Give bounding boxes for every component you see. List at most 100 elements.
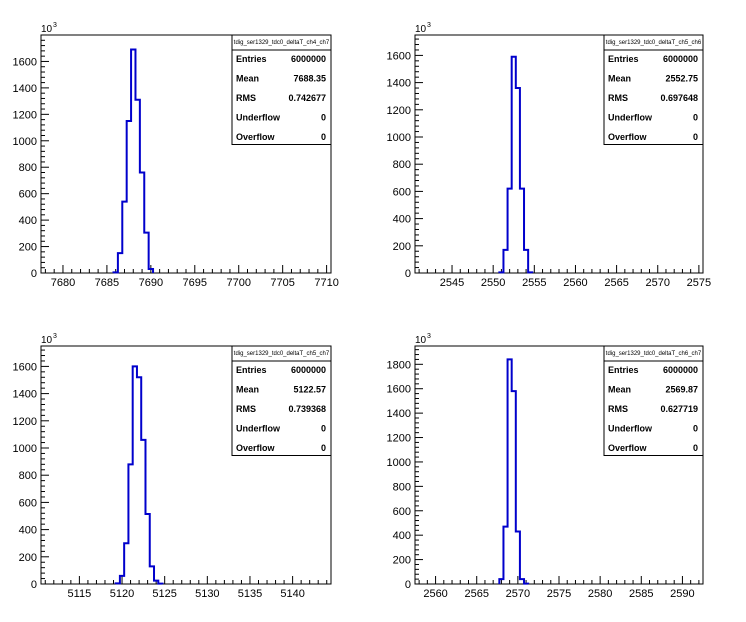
stats-box-title: tdig_ser1329_tdc0_deltaT_ch6_ch7 — [606, 351, 702, 357]
x-tick-label: 7710 — [314, 277, 338, 289]
histogram-bin — [137, 377, 141, 584]
y-axis-multiplier: 10 — [415, 335, 427, 346]
stats-box — [603, 34, 704, 145]
x-tick-label: 2560 — [563, 277, 587, 289]
stats-label: Underflow — [236, 424, 281, 434]
histogram-bin — [141, 440, 145, 584]
y-tick-label: 1400 — [13, 389, 37, 401]
y-tick-label: 1400 — [387, 408, 411, 420]
y-tick-label: 1600 — [387, 50, 411, 62]
x-tick-label: 2565 — [464, 588, 488, 600]
y-axis-multiplier: 10 — [41, 24, 53, 35]
y-tick-label: 1200 — [387, 433, 411, 445]
plot-frame — [40, 345, 332, 585]
histogram-bin — [135, 100, 139, 273]
stats-value: 7688.35 — [293, 74, 326, 84]
histogram-bin — [508, 359, 512, 584]
y-tick-label: 1800 — [387, 359, 411, 371]
x-tick-label: 2545 — [440, 277, 464, 289]
stats-value: 0 — [693, 424, 698, 434]
stats-label: Overflow — [236, 132, 276, 142]
y-tick-label: 600 — [19, 497, 37, 509]
y-tick-label: 1000 — [387, 457, 411, 469]
x-tick-label: 2560 — [423, 588, 447, 600]
x-tick-label: 7695 — [183, 277, 207, 289]
histogram-outline — [112, 48, 155, 274]
histogram-bin — [516, 88, 520, 273]
stats-value: 6000000 — [291, 365, 326, 375]
stats-value: 0.697648 — [660, 93, 698, 103]
y-tick-label: 1200 — [387, 105, 411, 117]
y-tick-label: 1000 — [13, 136, 37, 148]
y-tick-label: 1200 — [13, 416, 37, 428]
y-tick-label: 800 — [19, 162, 37, 174]
histogram-bin — [122, 202, 126, 273]
y-tick-label: 600 — [393, 186, 411, 198]
x-tick-label: 2590 — [670, 588, 694, 600]
stats-value: 0 — [321, 132, 326, 142]
stats-label: Underflow — [608, 424, 653, 434]
stats-box-title: tdig_ser1329_tdc0_deltaT_ch5_ch7 — [234, 351, 330, 357]
histogram-bin — [116, 583, 120, 584]
histogram-outline — [114, 365, 164, 585]
y-tick-label: 0 — [31, 579, 37, 591]
x-tick-label: 2575 — [547, 588, 571, 600]
stats-box-title: tdig_ser1329_tdc0_deltaT_ch4_ch7 — [234, 40, 330, 46]
stats-label: Overflow — [236, 443, 276, 453]
y-tick-label: 1200 — [13, 109, 37, 121]
stats-value: 0.739368 — [288, 404, 326, 414]
histogram-bin — [512, 57, 516, 273]
x-tick-label: 2575 — [687, 277, 711, 289]
stats-value: 0 — [693, 113, 698, 123]
y-tick-label: 400 — [393, 214, 411, 226]
y-axis-multiplier: 10 — [415, 24, 427, 35]
x-tick-label: 5130 — [195, 588, 219, 600]
stats-value: 5122.57 — [293, 385, 326, 395]
y-tick-label: 800 — [393, 159, 411, 171]
stats-label: RMS — [236, 93, 256, 103]
y-axis-multiplier-exponent: 3 — [53, 22, 57, 29]
histogram-panel-2: 2545 2550 2555 2560 2565 2570 2575 0 200 400 600 80… — [387, 22, 712, 289]
stats-label: Overflow — [608, 132, 648, 142]
histogram-panel-3: 5115 5120 5125 5130 5135 51400200400600800100… — [13, 333, 332, 600]
x-tick-label: 5120 — [110, 588, 134, 600]
stats-value: 0.742677 — [288, 93, 326, 103]
stats-value: 6000000 — [663, 365, 698, 375]
stats-label: Overflow — [608, 443, 648, 453]
y-tick-label: 0 — [405, 579, 411, 591]
y-tick-label: 200 — [19, 242, 37, 254]
stats-value: 0 — [321, 113, 326, 123]
y-tick-label: 1600 — [13, 361, 37, 373]
histogram-bin — [512, 391, 516, 584]
y-tick-label: 800 — [393, 481, 411, 493]
stats-value: 6000000 — [663, 54, 698, 64]
x-tick-label: 2580 — [588, 588, 612, 600]
histogram-bin — [503, 250, 507, 273]
histogram-bin — [145, 514, 149, 584]
stats-label: Mean — [236, 74, 259, 84]
stats-label: Mean — [236, 385, 259, 395]
stats-label: Underflow — [236, 113, 281, 123]
histogram-bin — [128, 464, 132, 584]
histogram-bin — [114, 272, 118, 273]
stats-value: 0 — [321, 424, 326, 434]
y-tick-label: 1000 — [387, 132, 411, 144]
stats-value: 2569.87 — [665, 385, 698, 395]
y-tick-label: 400 — [393, 530, 411, 542]
y-tick-label: 200 — [19, 552, 37, 564]
histogram-bin — [144, 233, 148, 273]
stats-label: Mean — [608, 74, 631, 84]
x-tick-label: 7685 — [95, 277, 119, 289]
y-tick-label: 1000 — [13, 443, 37, 455]
x-tick-label: 5140 — [280, 588, 304, 600]
stats-value: 0 — [321, 443, 326, 453]
histogram-bin — [120, 576, 124, 584]
stats-label: Entries — [608, 54, 639, 64]
y-axis-multiplier-exponent: 3 — [427, 333, 431, 340]
y-tick-label: 200 — [393, 555, 411, 567]
histogram-bin — [131, 50, 135, 273]
stats-label: Mean — [608, 385, 631, 395]
histogram-bin — [524, 250, 528, 273]
x-tick-label: 5135 — [238, 588, 262, 600]
y-tick-label: 600 — [393, 506, 411, 518]
